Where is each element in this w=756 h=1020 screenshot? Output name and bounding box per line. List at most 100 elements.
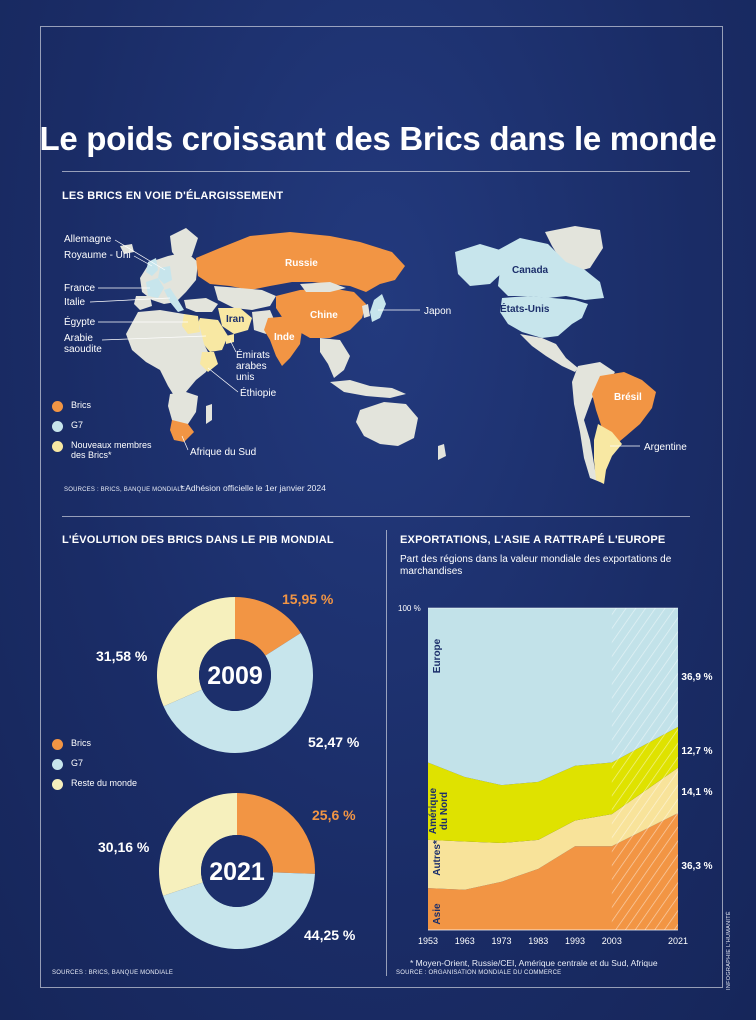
saudi-shape: [196, 318, 228, 352]
pie-slice-g7: [163, 872, 315, 949]
end-value-label: 36,9 %: [681, 672, 712, 683]
indonesia-shape: [330, 380, 406, 398]
map-footnote: * Adhésion officielle le 1er janvier 202…: [180, 483, 326, 493]
argentina-shape: [594, 424, 622, 484]
china-shape: [276, 288, 366, 338]
south-africa-region-shape: [168, 392, 198, 430]
label-emirats-3: unis: [236, 372, 254, 383]
label-emirats-2: arabes: [236, 361, 267, 372]
area-series-autres-: [428, 767, 678, 890]
pib-legend-swatch-g7: [52, 759, 63, 770]
label-ethiopie: Éthiopie: [240, 386, 277, 399]
label-inde: Inde: [274, 332, 295, 343]
pib-legend: Brics G7 Reste du monde: [52, 738, 172, 798]
series-label: Asie: [432, 903, 443, 925]
label-japon: Japon: [424, 306, 451, 317]
series-label: Autres*: [432, 840, 443, 876]
label-allemagne: Allemagne: [64, 234, 112, 245]
brazil-shape: [592, 372, 656, 446]
exports-area-chart: 1953 1963 1973 1983 1993 2003 2021 100 % Europe A…: [398, 604, 713, 946]
map-legend-item: G7: [52, 420, 172, 432]
label-france: France: [64, 283, 96, 294]
australia-shape: [356, 402, 418, 446]
label-egypte: Égypte: [64, 315, 96, 328]
exports-section-title: EXPORTATIONS, L'ASIE A RATTRAPÉ L'EUROPE: [400, 534, 666, 546]
label-saoudite: saoudite: [64, 344, 102, 355]
pie-slice-brics: [235, 597, 301, 656]
new-zealand-shape: [438, 444, 446, 460]
ethiopia-shape: [200, 352, 218, 372]
series-label: Europe: [432, 638, 443, 673]
map-legend-swatch-brics: [52, 401, 63, 412]
pie-2021-g7-label: 44,25 %: [304, 927, 356, 943]
greenland-shape: [545, 226, 603, 272]
pib-legend-label: Reste du monde: [71, 778, 138, 788]
label-afrique-sud: Afrique du Sud: [190, 447, 256, 458]
map-section-title: LES BRICS EN VOIE D'ÉLARGISSEMENT: [62, 190, 284, 202]
central-asia-shape: [214, 286, 276, 310]
map-legend-swatch-new: [52, 441, 63, 452]
vertical-divider: [386, 530, 387, 976]
pib-legend-label: Brics: [71, 738, 91, 748]
korea-shape: [362, 304, 370, 318]
end-value-label: 14,1 %: [681, 787, 712, 798]
italie-leader: [89, 297, 171, 303]
label-italie: Italie: [64, 297, 86, 308]
label-chine: Chine: [310, 310, 338, 321]
x-tick-label: 1963: [455, 936, 475, 946]
title-divider: [62, 171, 690, 172]
label-arabie: Arabie: [64, 333, 93, 344]
france-shape: [146, 278, 164, 298]
mongolia-shape: [300, 282, 346, 292]
turkey-shape: [184, 298, 218, 312]
series-label: Amérique: [428, 788, 439, 835]
pie-year-label: 2021: [209, 858, 265, 886]
pib-source: SOURCES : BRICS, BANQUE MONDIALE: [52, 970, 174, 976]
map-legend-item: Brics: [52, 400, 172, 412]
label-iran: Iran: [226, 314, 244, 325]
allemagne-leader: [114, 239, 166, 271]
pie-chart-2009: 2009: [157, 597, 313, 753]
x-tick-label: 1973: [492, 936, 512, 946]
emirats-leader: [229, 339, 237, 353]
pie-2009-brics-label: 15,95 %: [282, 591, 334, 607]
section-divider: [62, 516, 690, 517]
map-legend-label: Nouveaux membres des Brics*: [71, 440, 152, 460]
label-russie: Russie: [285, 258, 318, 269]
x-tick-label: 1993: [565, 936, 585, 946]
pib-section-title: L'ÉVOLUTION DES BRICS DANS LE PIB MONDIA…: [62, 534, 334, 546]
map-source: SOURCES : BRICS, BANQUE MONDIALE: [64, 487, 186, 493]
projection-hatch: [611, 608, 678, 930]
pib-legend-item: Reste du monde: [52, 778, 172, 790]
se-asia-shape: [320, 338, 350, 378]
pie-chart-2021: 2021: [159, 793, 315, 949]
pie-2009-g7-label: 52,47 %: [308, 734, 360, 750]
india-shape: [264, 316, 302, 366]
map-legend: Brics G7 Nouveaux membres des Brics*: [52, 400, 172, 468]
end-value-label: 36,3 %: [681, 861, 712, 872]
mexico-shape: [520, 334, 578, 372]
world-map: Allemagne Royaume - Uni France Italie Ég…: [64, 226, 687, 484]
exports-footnote: * Moyen-Orient, Russie/CEI, Amérique cen…: [410, 958, 658, 968]
pie-slice-reste-du-monde: [157, 597, 235, 707]
area-series-amérique-du-nord: [428, 726, 678, 844]
alaska-shape: [455, 244, 505, 286]
uae-shape: [226, 334, 234, 344]
map-legend-item: Nouveaux membres des Brics*: [52, 440, 172, 460]
japan-shape: [370, 294, 386, 322]
afrique-sud-leader: [181, 435, 189, 451]
x-tick-label: 1953: [418, 936, 438, 946]
pib-legend-item: G7: [52, 758, 172, 770]
ethiopie-leader: [207, 367, 239, 393]
iran-shape: [218, 308, 252, 334]
germany-shape: [158, 266, 172, 284]
x-tick-label: 2021: [668, 936, 688, 946]
label-argentine: Argentine: [644, 442, 687, 453]
egypt-shape: [182, 314, 200, 334]
uk-shape: [146, 258, 158, 276]
series-label: du Nord: [439, 792, 450, 830]
pie-2021-rest-label: 30,16 %: [98, 839, 150, 855]
label-canada: Canada: [512, 265, 549, 276]
label-etats-unis: États-Unis: [500, 302, 550, 315]
iceland-shape: [120, 244, 134, 254]
